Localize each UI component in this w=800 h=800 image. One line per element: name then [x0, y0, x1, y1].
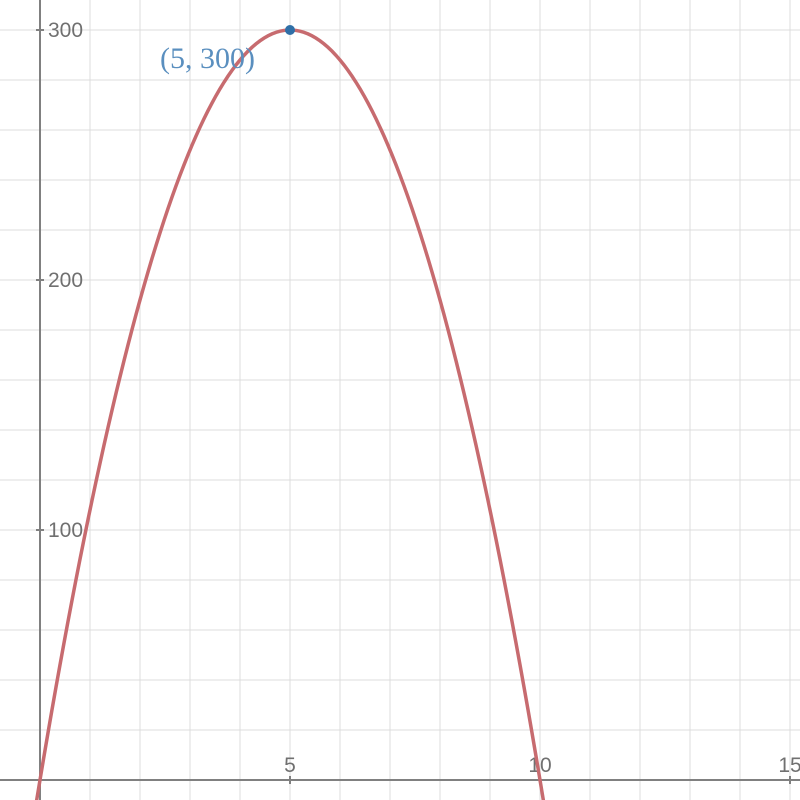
y-tick-label: 100: [48, 519, 83, 542]
chart-svg: 51015100200300(5, 300): [0, 0, 800, 800]
y-tick-label: 200: [48, 269, 83, 292]
vertex-point: [285, 25, 295, 35]
vertex-label: (5, 300): [160, 42, 255, 75]
x-tick-label: 15: [778, 754, 800, 777]
x-tick-label: 5: [284, 754, 296, 777]
y-tick-label: 300: [48, 19, 83, 42]
parabola-chart: 51015100200300(5, 300): [0, 0, 800, 800]
